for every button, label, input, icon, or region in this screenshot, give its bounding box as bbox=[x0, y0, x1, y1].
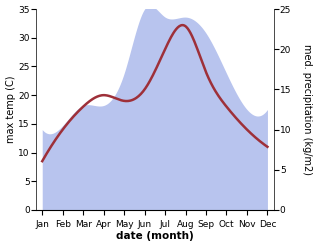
X-axis label: date (month): date (month) bbox=[116, 231, 194, 242]
Y-axis label: max temp (C): max temp (C) bbox=[5, 76, 16, 143]
Y-axis label: med. precipitation (kg/m2): med. precipitation (kg/m2) bbox=[302, 44, 313, 175]
